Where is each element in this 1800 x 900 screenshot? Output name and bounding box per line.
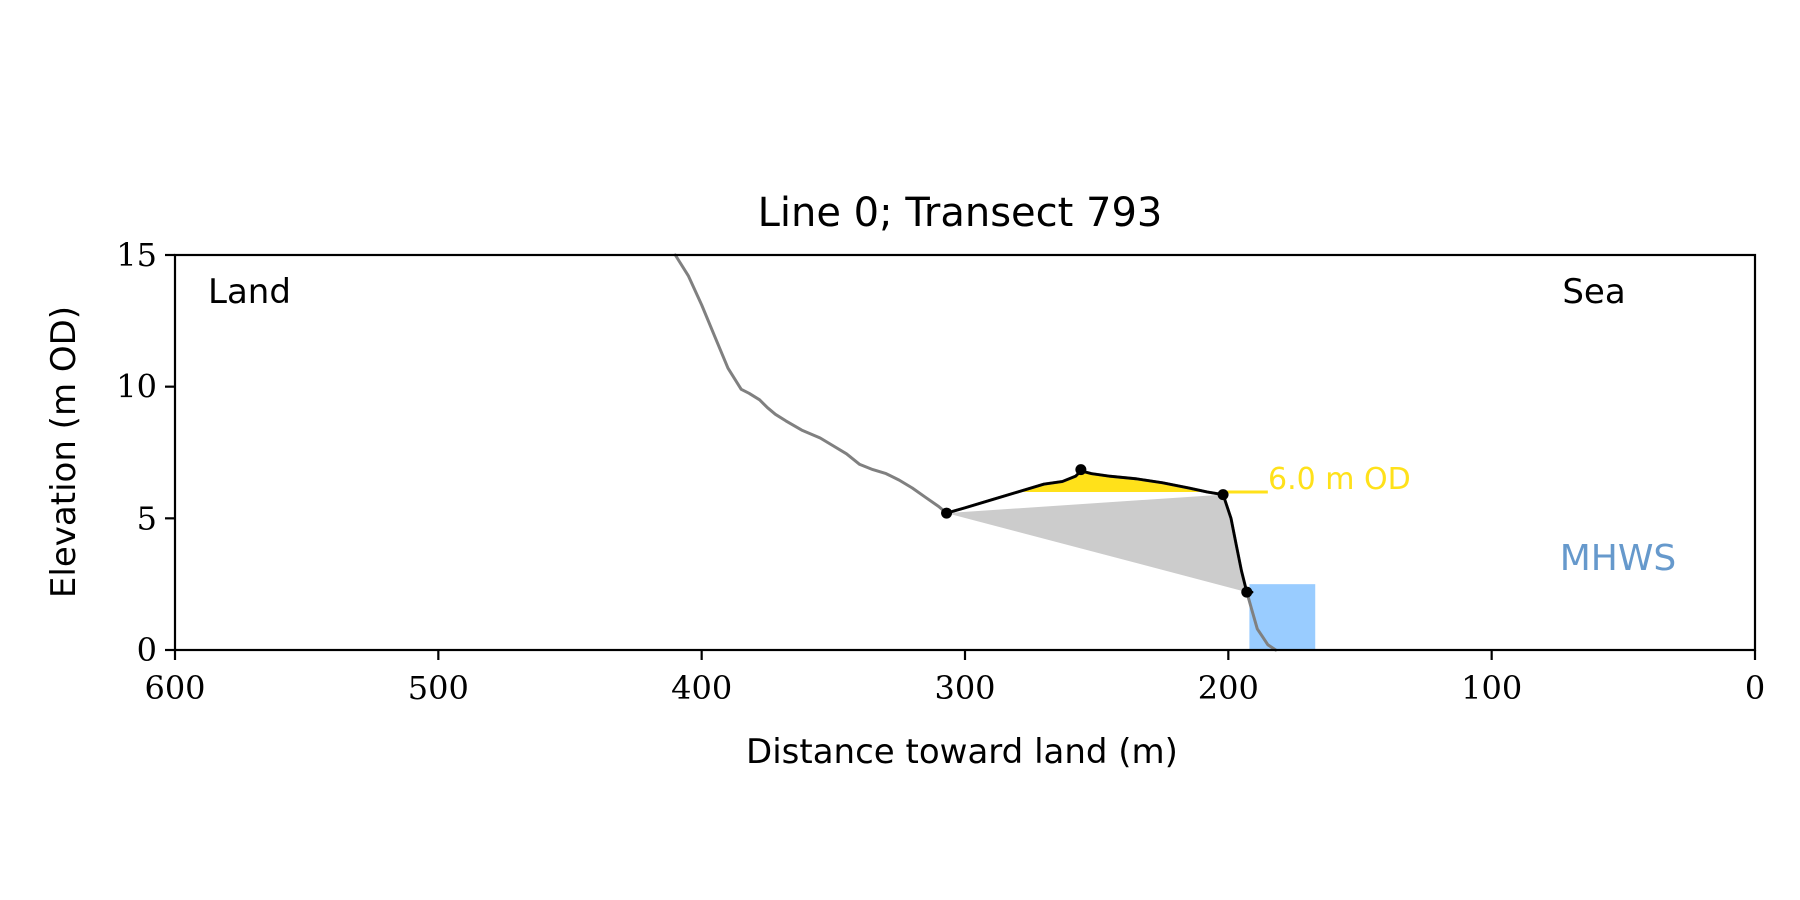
x-tick-label: 0 [1745, 669, 1765, 707]
profile-line [673, 253, 1278, 652]
x-tick-label: 300 [934, 669, 995, 707]
y-tick-label: 10 [116, 368, 157, 406]
mhws-box [1249, 584, 1316, 650]
x-tick-label: 100 [1461, 669, 1522, 707]
y-axis-label: Elevation (m OD) [44, 306, 84, 598]
key-point [1075, 464, 1087, 476]
plot-frame [173, 253, 1757, 652]
x-tick-label: 600 [144, 669, 205, 707]
y-axis-ticks: 0 5 10 15 [116, 236, 175, 669]
y-tick-label: 5 [137, 499, 157, 537]
land-label: Land [208, 272, 291, 312]
above-od-fill [1022, 470, 1213, 492]
y-tick-label: 0 [137, 631, 157, 669]
point-layer [941, 464, 1253, 598]
fill-layer [946, 470, 1316, 650]
sea-label: Sea [1562, 272, 1625, 312]
x-tick-label: 200 [1198, 669, 1259, 707]
line-layer [673, 253, 1278, 652]
od-level-label: 6.0 m OD [1268, 462, 1411, 497]
mhws-label: MHWS [1560, 538, 1677, 579]
key-point [1241, 586, 1253, 598]
chart-title: Line 0; Transect 793 [758, 190, 1163, 236]
dune-volume-fill [946, 494, 1247, 593]
key-point [1217, 489, 1229, 501]
y-tick-label: 15 [116, 236, 157, 274]
x-tick-label: 400 [671, 669, 732, 707]
x-axis-ticks: 600 500 400 300 200 100 0 [144, 650, 1765, 707]
x-tick-label: 500 [408, 669, 469, 707]
key-point [941, 507, 953, 519]
dune-line [945, 469, 1254, 594]
x-axis-label: Distance toward land (m) [746, 732, 1178, 772]
